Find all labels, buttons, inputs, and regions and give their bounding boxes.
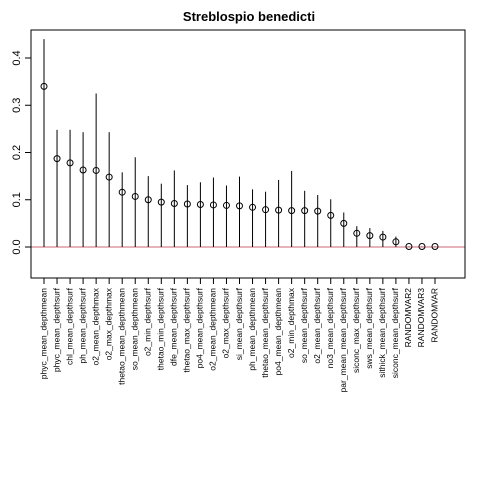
data-point	[366, 232, 374, 240]
chart-title: Streblospio benedicti	[183, 9, 315, 24]
data-point	[288, 207, 296, 215]
x-tick-label: siconc_mean_depthsurf	[390, 287, 400, 378]
x-tick-label: so_mean_depthsurf	[299, 287, 309, 363]
y-axis: 0.0 0.1 0.2 0.3 0.4	[11, 50, 31, 255]
whisker-layer	[43, 39, 436, 247]
data-point	[53, 155, 61, 163]
x-tick-label: RANDOMVAR	[429, 288, 439, 343]
x-tick-label: po4_mean_depthmean	[273, 288, 283, 376]
y-tick-label: 0.1	[11, 192, 23, 207]
data-point	[236, 202, 243, 210]
x-tick-label: chl_mean_depthsurf	[64, 287, 74, 365]
data-point	[157, 198, 165, 206]
plot-frame	[30, 29, 466, 279]
x-tick-label: siconc_max_depthsurf	[351, 287, 361, 373]
x-axis: phyc_mean_depthmean phyc_mean_depthsurf ch…	[38, 278, 439, 392]
data-point	[314, 207, 322, 215]
data-point	[170, 200, 178, 208]
x-tick-label: o2_max_depthsurf	[221, 287, 231, 358]
data-point	[392, 238, 400, 246]
data-point	[327, 211, 335, 219]
data-point	[405, 243, 413, 251]
x-tick-label: thetao_mean_depthsurf	[260, 287, 270, 377]
data-point	[262, 206, 270, 214]
x-tick-label: o2_mean_depthsurf	[312, 287, 322, 363]
x-tick-label: so_mean_depthmean	[129, 288, 139, 371]
data-point	[301, 207, 309, 215]
data-point	[79, 166, 87, 174]
data-point	[418, 243, 426, 251]
x-tick-label: RANDOMVAR2	[403, 288, 413, 348]
x-tick-label: po4_mean_depthsurf	[195, 287, 205, 368]
y-tick-label: 0.0	[11, 239, 23, 254]
x-tick-label: no3_mean_depthsurf	[325, 287, 335, 368]
data-point	[66, 159, 74, 167]
data-point	[275, 206, 283, 214]
y-tick-label: 0.2	[11, 145, 23, 160]
data-point	[209, 201, 217, 209]
x-tick-label: phyc_mean_depthmean	[38, 288, 48, 379]
x-tick-label: ph_mean_depthmean	[247, 288, 257, 371]
y-tick-label: 0.4	[11, 50, 23, 65]
point-layer	[40, 82, 439, 251]
x-tick-label: thetao_mean_depthmean	[116, 288, 126, 385]
data-point	[379, 233, 387, 241]
x-tick-label: phyc_mean_depthsurf	[51, 287, 61, 372]
x-tick-label: sws_mean_depthsurf	[364, 287, 374, 368]
x-tick-label: o2_mean_depthmean	[208, 288, 218, 371]
x-tick-label: o2_max_depthmax	[103, 287, 113, 360]
x-tick-label: sithick_mean_depthsurf	[377, 287, 387, 377]
data-point	[118, 188, 126, 196]
data-point	[249, 203, 257, 211]
x-tick-label: si_mean_depthsurf	[234, 287, 244, 360]
x-tick-label: o2_mean_depthmax	[90, 287, 100, 365]
data-point	[340, 219, 348, 227]
x-tick-label: RANDOMVAR3	[416, 288, 426, 348]
data-point	[353, 229, 361, 237]
x-tick-label: ph_mean_depthsurf	[77, 287, 87, 363]
x-tick-label: thetao_max_depthsurf	[182, 287, 192, 372]
y-tick-label: 0.3	[11, 98, 23, 113]
data-point	[92, 166, 100, 174]
x-tick-label: par_mean_mean_depthsurf	[338, 287, 348, 392]
data-point	[131, 192, 139, 200]
data-point	[183, 200, 191, 208]
data-point	[40, 82, 48, 90]
x-tick-label: dfe_mean_depthsurf	[169, 287, 179, 366]
x-tick-label: o2_min_depthmax	[286, 287, 296, 358]
x-tick-label: thetao_min_depthsurf	[156, 287, 166, 370]
data-point	[222, 201, 230, 209]
data-point	[144, 196, 152, 204]
x-tick-label: o2_min_depthsurf	[143, 287, 153, 356]
data-point	[431, 243, 439, 251]
data-point	[196, 200, 204, 208]
data-point	[105, 173, 113, 181]
